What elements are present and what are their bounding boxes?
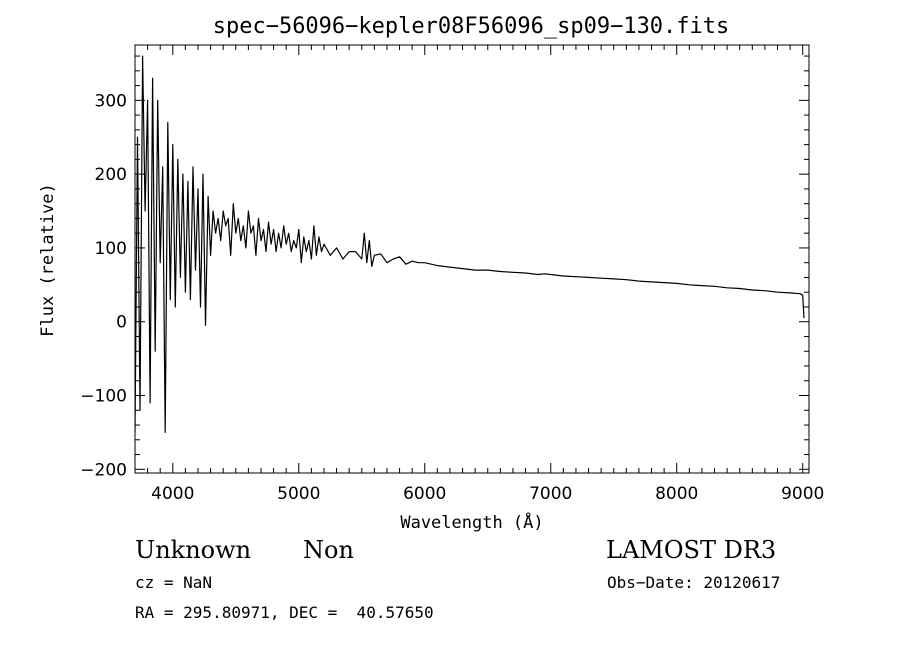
x-tick-label: 6000	[403, 484, 446, 504]
flux-series-line	[135, 55, 805, 433]
x-tick-label: 4000	[151, 484, 194, 504]
y-tick-label: 0	[116, 313, 127, 333]
chart-title: spec−56096−kepler08F56096_sp09−130.fits	[213, 14, 730, 39]
y-axis-tick-labels: −200 −100 0 100 200 300	[80, 91, 127, 480]
y-tick-label: 200	[95, 165, 127, 185]
x-tick-label: 8000	[655, 484, 698, 504]
object-subclass: Non	[303, 536, 354, 564]
x-axis-tick-labels: 4000 5000 6000 7000 8000 9000	[151, 484, 824, 504]
x-tick-label: 7000	[529, 484, 572, 504]
x-tick-label: 5000	[277, 484, 320, 504]
ra-dec-coordinates: RA = 295.80971, DEC = 40.57650	[135, 603, 434, 622]
x-axis-ticks	[172, 45, 804, 473]
y-axis-minor-ticks	[135, 55, 809, 456]
y-tick-label: −100	[80, 387, 127, 407]
observation-date: Obs−Date: 20120617	[607, 573, 781, 592]
plot-frame	[134, 44, 810, 474]
y-tick-label: −200	[80, 460, 127, 480]
y-axis-label: Flux (relative)	[38, 183, 58, 337]
object-class: Unknown	[135, 536, 252, 564]
redshift-cz: cz = NaN	[135, 573, 213, 592]
x-tick-label: 9000	[781, 484, 824, 504]
x-axis-label: Wavelength (Å)	[400, 511, 543, 533]
survey-name: LAMOST DR3	[606, 536, 777, 564]
y-tick-label: 300	[95, 91, 127, 111]
y-tick-label: 100	[95, 239, 127, 259]
y-axis-ticks	[135, 99, 809, 470]
x-axis-minor-ticks	[134, 45, 791, 473]
